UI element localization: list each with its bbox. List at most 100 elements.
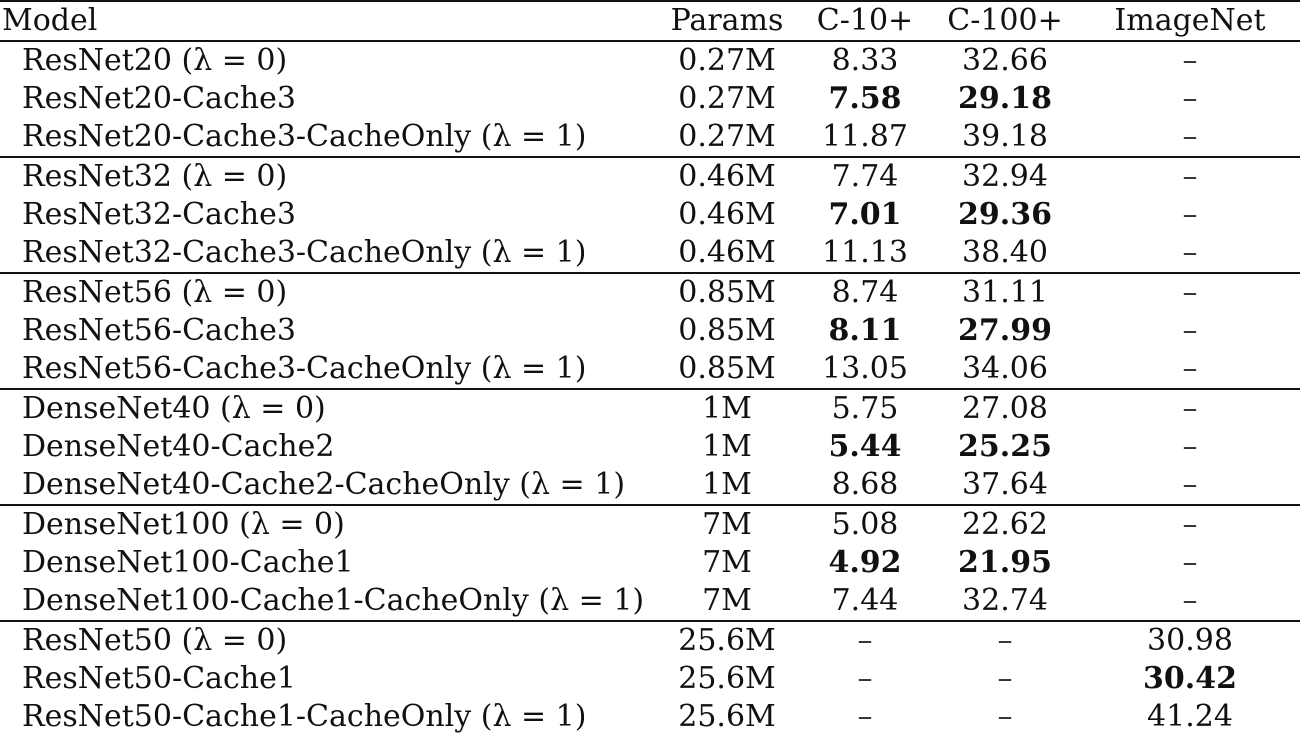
table-row: ResNet50-Cache1-CacheOnly (λ = 1) 25.6M – –… (0, 698, 1300, 736)
cell-imagenet: – (1182, 119, 1198, 154)
header-imagenet: ImageNet (1080, 0, 1300, 42)
cell-c10: 11.13 (822, 235, 908, 270)
cell-model: DenseNet100-Cache1-CacheOnly (λ = 1) (22, 583, 645, 618)
cell-imagenet: – (1182, 81, 1198, 116)
table-group: ResNet32 (λ = 0) 0.46M 7.74 32.94– ResNet32-… (0, 157, 1300, 273)
cell-params: 0.85M (678, 351, 776, 386)
cell-c100: 34.06 (962, 351, 1048, 386)
table-row: DenseNet100 (λ = 0) 7M 5.08 22.62 – (0, 505, 1300, 544)
cell-params: 0.46M (678, 235, 776, 270)
cell-model: DenseNet40 (λ = 0) (22, 391, 326, 426)
cell-c10: 7.74 (831, 159, 899, 194)
header-c100: C-100+ (930, 0, 1080, 42)
table-group: ResNet50 (λ = 0) 25.6M – –30.98 ResNet50-Cac… (0, 621, 1300, 736)
cell-c10: 13.05 (822, 351, 908, 386)
table-group: ResNet20 (λ = 0) 0.27M 8.33 32.66– ResNet20-… (0, 41, 1300, 157)
cell-c100: 22.62 (962, 507, 1048, 542)
cell-model: ResNet20-Cache3-CacheOnly (λ = 1) (22, 119, 587, 154)
cell-c10: – (857, 661, 873, 696)
cell-imagenet: – (1182, 43, 1198, 78)
cell-params: 0.27M (678, 43, 776, 78)
cell-params: 7M (702, 545, 752, 580)
table-row: ResNet20 (λ = 0) 0.27M 8.33 32.66 – (0, 41, 1300, 80)
cell-model: ResNet50-Cache1-CacheOnly (λ = 1) (22, 699, 587, 734)
cell-c100: 39.18 (962, 119, 1048, 154)
cell-imagenet: 41.24 (1147, 699, 1233, 734)
cell-params: 0.46M (678, 159, 776, 194)
table-row: ResNet50 (λ = 0) 25.6M – – 30.98 (0, 621, 1300, 660)
cell-model: ResNet32-Cache3 (22, 197, 296, 232)
cell-c100: 29.18 (958, 81, 1052, 116)
cell-imagenet: – (1182, 351, 1198, 386)
cell-c100: 29.36 (958, 197, 1052, 232)
cell-imagenet: – (1182, 313, 1198, 348)
cell-imagenet: – (1182, 391, 1198, 426)
cell-imagenet: 30.42 (1143, 661, 1237, 696)
cell-c100: 32.74 (962, 583, 1048, 618)
cell-model: ResNet20 (λ = 0) (22, 43, 288, 78)
table-row: ResNet50-Cache1 25.6M – – 30.42 (0, 660, 1300, 698)
cell-imagenet: – (1182, 545, 1198, 580)
cell-c10: 7.01 (828, 197, 902, 232)
cell-c10: 4.92 (828, 545, 902, 580)
cell-c10: – (857, 623, 873, 658)
cell-c10: 8.68 (831, 467, 899, 502)
table-row: DenseNet40 (λ = 0) 1M 5.75 27.08 – (0, 389, 1300, 428)
table-row: DenseNet100-Cache1-CacheOnly (λ = 1) 7M 7.… (0, 582, 1300, 621)
cell-params: 7M (702, 583, 752, 618)
table-row: DenseNet100-Cache1 7M 4.92 21.95 – (0, 544, 1300, 582)
cell-model: ResNet56-Cache3 (22, 313, 296, 348)
cell-params: 0.85M (678, 275, 776, 310)
cell-imagenet: – (1182, 275, 1198, 310)
table-row: DenseNet40-Cache2-CacheOnly (λ = 1) 1M 8.6… (0, 466, 1300, 505)
cell-c100: – (997, 661, 1013, 696)
cell-params: 0.27M (678, 81, 776, 116)
cell-imagenet: – (1182, 197, 1198, 232)
header-c10: C-10+ (800, 0, 930, 42)
table-row: ResNet32-Cache3 0.46M 7.01 29.36 – (0, 196, 1300, 234)
cell-c100: 31.11 (962, 275, 1048, 310)
cell-model: ResNet56-Cache3-CacheOnly (λ = 1) (22, 351, 587, 386)
table-group: DenseNet100 (λ = 0) 7M 5.08 22.62– DenseNet1… (0, 505, 1300, 621)
table-header: Model Params C-10+ C-100+ ImageNet (0, 0, 1300, 42)
cell-c10: 5.08 (831, 507, 899, 542)
cell-params: 25.6M (678, 699, 776, 734)
cell-params: 0.46M (678, 197, 776, 232)
cell-imagenet: – (1182, 235, 1198, 270)
table-row: ResNet20-Cache3-CacheOnly (λ = 1) 0.27M 11… (0, 118, 1300, 157)
cell-c100: – (997, 699, 1013, 734)
cell-c10: 11.87 (822, 119, 908, 154)
cell-model: DenseNet100 (λ = 0) (22, 507, 345, 542)
cell-model: ResNet20-Cache3 (22, 81, 296, 116)
header-model: Model (0, 0, 654, 42)
cell-c100: 38.40 (962, 235, 1048, 270)
cell-model: ResNet32-Cache3-CacheOnly (λ = 1) (22, 235, 587, 270)
cell-c100: 21.95 (958, 545, 1052, 580)
cell-model: ResNet50 (λ = 0) (22, 623, 288, 658)
cell-model: DenseNet100-Cache1 (22, 545, 354, 580)
cell-params: 1M (702, 429, 752, 464)
cell-c100: 32.94 (962, 159, 1048, 194)
cell-imagenet: – (1182, 467, 1198, 502)
cell-model: DenseNet40-Cache2 (22, 429, 335, 464)
table-row: ResNet56-Cache3 0.85M 8.11 27.99 – (0, 312, 1300, 350)
cell-model: ResNet32 (λ = 0) (22, 159, 288, 194)
cell-imagenet: 30.98 (1147, 623, 1233, 658)
cell-c100: – (997, 623, 1013, 658)
cell-c10: 7.58 (828, 81, 902, 116)
cell-params: 0.27M (678, 119, 776, 154)
cell-imagenet: – (1182, 429, 1198, 464)
cell-params: 1M (702, 391, 752, 426)
cell-c100: 37.64 (962, 467, 1048, 502)
cell-c100: 27.99 (958, 313, 1052, 348)
table-row: ResNet56 (λ = 0) 0.85M 8.74 31.11 – (0, 273, 1300, 312)
table-row: ResNet32 (λ = 0) 0.46M 7.74 32.94 – (0, 157, 1300, 196)
table-row: ResNet32-Cache3-CacheOnly (λ = 1) 0.46M 11… (0, 234, 1300, 273)
cell-params: 7M (702, 507, 752, 542)
cell-params: 25.6M (678, 623, 776, 658)
cell-c100: 27.08 (962, 391, 1048, 426)
table-row: DenseNet40-Cache2 1M 5.44 25.25 – (0, 428, 1300, 466)
cell-imagenet: – (1182, 583, 1198, 618)
